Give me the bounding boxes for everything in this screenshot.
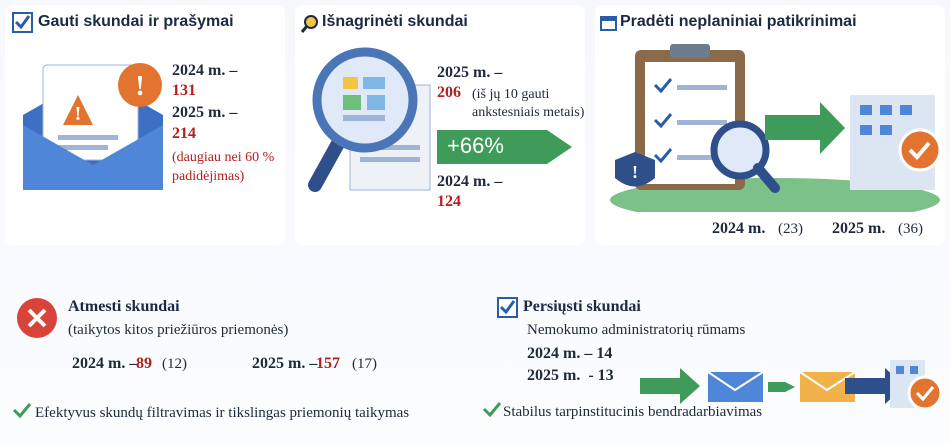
- title: Pradėti neplaniniai patikrinimai: [620, 13, 857, 31]
- check-icon: [12, 402, 32, 418]
- value: (23): [778, 221, 803, 238]
- year-label: 2025 m.: [832, 220, 885, 238]
- magnifier-icon: [300, 14, 320, 34]
- svg-text:!: !: [75, 103, 82, 125]
- checkbox-icon: [497, 297, 519, 319]
- checkbox-icon: [12, 12, 34, 34]
- sub-value: (17): [352, 356, 377, 373]
- value: 89: [136, 355, 152, 373]
- value: 131: [172, 82, 196, 100]
- year-line: 2024 m. – 14: [527, 345, 612, 363]
- title: Persiųsti skundai: [523, 298, 641, 316]
- svg-text:!: !: [632, 162, 638, 182]
- title: Išnagrinėti skundai: [322, 13, 468, 31]
- year-label: 2024 m. –: [172, 62, 237, 80]
- svg-text:!: !: [135, 71, 144, 102]
- sub-value: (12): [162, 356, 187, 373]
- title: Atmesti skundai: [68, 298, 180, 316]
- check-icon: [482, 401, 502, 417]
- check-text: Stabilus tarpinstitucinis bendradarbiavi…: [503, 404, 762, 421]
- value: 214: [172, 125, 196, 143]
- envelope-icon: ! !: [18, 55, 168, 195]
- reject-icon: [15, 296, 59, 340]
- form-icon: [600, 15, 618, 33]
- check-text: Efektyvus skundų filtravimas ir tiksling…: [35, 404, 475, 423]
- year-label: 2025 m. –: [252, 355, 317, 373]
- inspection-illustration: !: [605, 40, 945, 212]
- year-line: 2025 m. - 13: [527, 367, 614, 385]
- note: (daugiau nei 60 % padidėjimas): [172, 148, 292, 186]
- year-label: 2024 m. –: [437, 173, 502, 191]
- infographic: Gauti skundai ir prašymai ! ! 2024 m. – …: [0, 0, 950, 443]
- recipient: Nemokumo administratorių rūmams: [527, 322, 745, 339]
- year-label: 2024 m. –: [72, 355, 137, 373]
- note: (iš jų 10 gauti ankstesniais metais): [472, 86, 592, 122]
- value: 124: [437, 193, 461, 211]
- value: (36): [898, 221, 923, 238]
- value: 206: [437, 84, 461, 102]
- magnifier-illustration: [305, 45, 435, 195]
- title: Gauti skundai ir prašymai: [38, 13, 234, 31]
- year-label: 2025 m. –: [437, 64, 502, 82]
- growth: +66%: [447, 133, 504, 159]
- value: 157: [316, 355, 340, 373]
- subtitle: (taikytos kitos priežiūros priemonės): [68, 322, 288, 339]
- year-label: 2024 m.: [712, 220, 765, 238]
- year-label: 2025 m. –: [172, 104, 237, 122]
